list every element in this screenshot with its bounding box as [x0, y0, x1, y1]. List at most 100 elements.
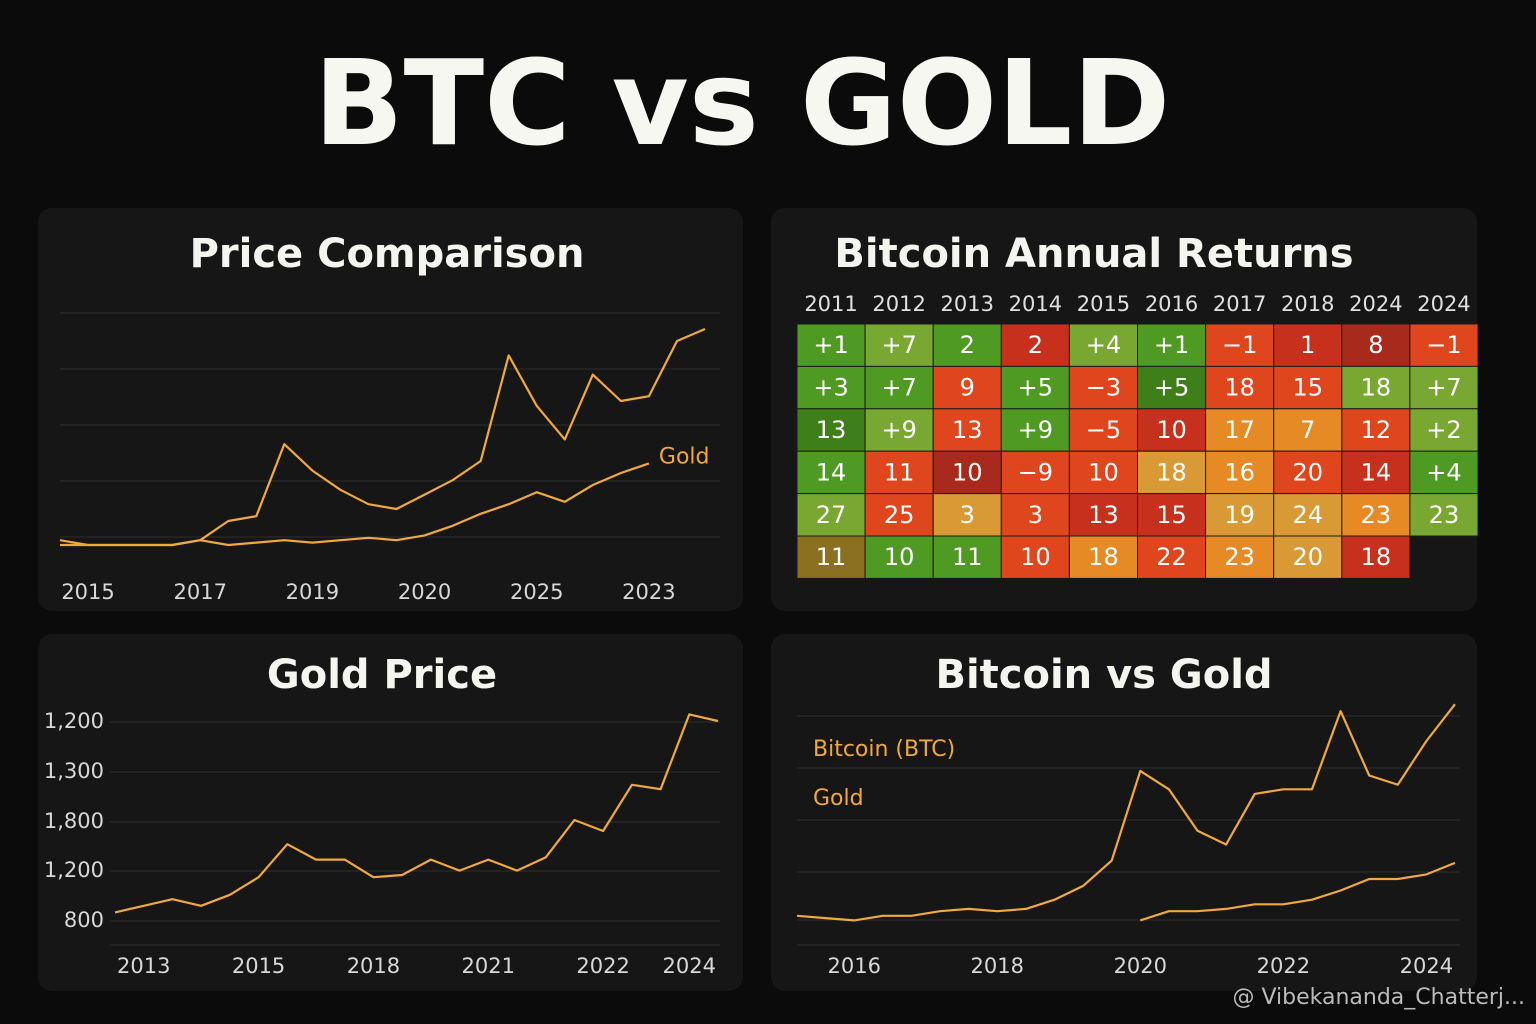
heat-cell [1137, 493, 1207, 537]
panel-title: Gold Price [267, 652, 497, 698]
cell-label: 12 [1361, 416, 1392, 444]
heat-cell [1341, 535, 1411, 579]
cell-label: 18 [1224, 374, 1255, 402]
cell-label: 11 [816, 543, 847, 571]
heat-cell [1273, 323, 1343, 367]
legend-label: Bitcoin (BTC) [813, 737, 955, 762]
cell-label: +4 [1426, 458, 1461, 486]
cell-label: 23 [1224, 543, 1255, 571]
cell-label: +3 [813, 374, 848, 402]
x-tick-label: 2020 [398, 580, 451, 604]
cell-label: 15 [1292, 374, 1323, 402]
cell-label: 10 [952, 458, 983, 486]
cell-label: 3 [960, 501, 975, 529]
heat-cell [796, 535, 866, 579]
y-tick-label: 800 [64, 908, 104, 932]
cell-label: 16 [1224, 458, 1255, 486]
column-header: 2015 [1077, 292, 1130, 316]
heat-cell [796, 450, 866, 495]
heat-cell [1068, 493, 1139, 537]
cell-label: −9 [1018, 458, 1053, 486]
heat-cell [1137, 408, 1207, 452]
cell-label: 22 [1156, 543, 1187, 571]
column-header: 2024 [1349, 292, 1402, 316]
heat-cell [1137, 323, 1207, 367]
x-tick-label: 2016 [827, 954, 880, 978]
panel-title: Price Comparison [190, 231, 585, 277]
x-tick-label: 2015 [61, 580, 114, 604]
cell-label: 13 [816, 416, 847, 444]
cell-label: 8 [1368, 331, 1383, 359]
cell-label: +7 [881, 331, 916, 359]
cell-label: 24 [1292, 501, 1323, 529]
cell-label: 10 [1156, 416, 1187, 444]
heat-cell [1205, 323, 1275, 367]
heat-cell [1137, 365, 1207, 410]
cell-label: 18 [1156, 458, 1187, 486]
cell-label: 18 [1088, 543, 1119, 571]
cell-label: −3 [1086, 374, 1121, 402]
cell-label: 3 [1028, 501, 1043, 529]
cell-label: 23 [1429, 501, 1460, 529]
column-header: 2018 [1281, 292, 1334, 316]
y-tick-label: 1,200 [44, 709, 104, 733]
cell-label: 17 [1224, 416, 1255, 444]
panel-title: Bitcoin Annual Returns [834, 231, 1353, 277]
heat-cell [864, 535, 934, 579]
column-header: 2011 [804, 292, 857, 316]
cell-label: 11 [884, 458, 915, 486]
cell-label: −1 [1426, 331, 1461, 359]
cell-label: 15 [1156, 501, 1187, 529]
x-tick-label: 2024 [1400, 954, 1453, 978]
cell-label: 14 [816, 458, 847, 486]
heat-cell [1341, 408, 1411, 452]
column-header: 2014 [1009, 292, 1062, 316]
cell-label: 10 [1020, 543, 1051, 571]
heat-cell [1068, 323, 1139, 367]
cell-label: 20 [1292, 458, 1323, 486]
column-header: 2024 [1417, 292, 1470, 316]
cell-label: 27 [816, 501, 847, 529]
x-tick-label: 2015 [232, 954, 285, 978]
heat-cell [1000, 535, 1070, 579]
heat-cell [796, 408, 866, 452]
heat-cell [1068, 535, 1139, 579]
cell-label: 2 [1028, 331, 1043, 359]
cell-label: 20 [1292, 543, 1323, 571]
x-tick-label: 2013 [117, 954, 170, 978]
cell-label: +1 [1154, 331, 1189, 359]
cell-label: +5 [1154, 374, 1189, 402]
x-tick-label: 2018 [347, 954, 400, 978]
column-header: 2013 [941, 292, 994, 316]
heat-cell [1409, 365, 1479, 410]
heat-cell [1068, 408, 1139, 452]
heat-cell [1000, 408, 1070, 452]
y-tick-label: 1,200 [44, 858, 104, 882]
cell-label: 2 [960, 331, 975, 359]
heat-cell [1137, 535, 1207, 579]
x-tick-label: 2021 [462, 954, 515, 978]
heat-cell [1409, 323, 1479, 367]
x-tick-label: 2022 [576, 954, 629, 978]
line-series [1139, 861, 1456, 922]
cell-label: 23 [1361, 501, 1392, 529]
heat-cell [932, 450, 1002, 495]
heat-cell [1068, 365, 1139, 410]
series-label: Gold [659, 444, 710, 469]
cell-label: 18 [1361, 374, 1392, 402]
main-title: BTC vs GOLD [314, 34, 1171, 172]
cell-label: −5 [1086, 416, 1121, 444]
x-tick-label: 2025 [510, 580, 563, 604]
panel [38, 208, 743, 611]
cell-label: 11 [952, 543, 983, 571]
cell-label: 14 [1361, 458, 1392, 486]
heat-cell [1341, 493, 1411, 537]
cell-label: 9 [960, 374, 975, 402]
watermark: @ Vibekananda_Chatterj... [1232, 985, 1525, 1010]
line-series [796, 703, 1456, 922]
x-tick-label: 2019 [286, 580, 339, 604]
heat-cell [932, 408, 1002, 452]
cell-label: 13 [952, 416, 983, 444]
cell-label: +1 [813, 331, 848, 359]
heat-cell [1409, 408, 1479, 452]
